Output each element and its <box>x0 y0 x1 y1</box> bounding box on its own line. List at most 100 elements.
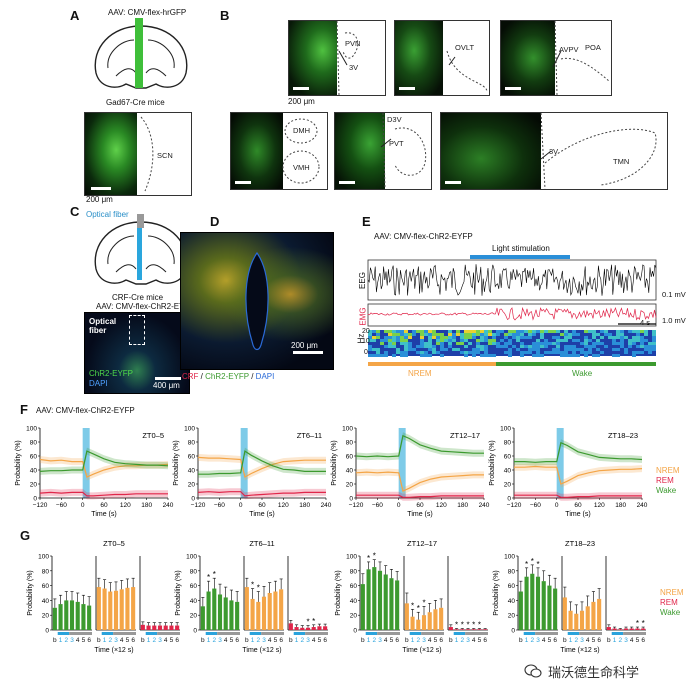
series-band-rem <box>40 488 168 500</box>
spectrogram-cell <box>596 339 600 342</box>
significance-star: * <box>312 617 315 626</box>
spectrogram-cell <box>452 333 456 336</box>
panel-label-b: B <box>220 8 230 23</box>
spectrogram-cell <box>652 339 656 342</box>
bar-rem <box>606 627 611 630</box>
spectrogram-cell <box>516 336 520 339</box>
spectrogram-cell <box>584 354 588 357</box>
x-tick-label: 3 <box>306 637 310 644</box>
spectrogram-cell <box>628 342 632 345</box>
y-tick-label: 60 <box>504 454 512 461</box>
spectrogram-cell <box>492 354 496 357</box>
x-tick-label: 60 <box>416 502 424 509</box>
bar-wake <box>383 574 388 630</box>
series-line-rem <box>39 491 168 497</box>
x-tick-label: 5 <box>592 637 596 644</box>
f-legend-wake: Wake <box>656 486 677 495</box>
panel-b-pvn-image: PVN 3V <box>288 20 386 96</box>
spectrogram-cell <box>420 351 424 354</box>
spectrogram-cell <box>468 330 472 333</box>
f-legend-rem: REM <box>656 476 674 485</box>
spectrogram-cell <box>408 336 412 339</box>
spectrogram-cell <box>476 348 480 351</box>
spectrogram-cell <box>520 333 524 336</box>
spectrogram-cell <box>648 345 652 348</box>
x-tick-label: 5 <box>318 637 322 644</box>
spectrogram-cell <box>388 339 392 342</box>
panel-c-brain-schematic <box>94 214 188 285</box>
spectrogram-cell <box>400 336 404 339</box>
x-tick-label: 4 <box>76 637 80 644</box>
panel-label-d: D <box>210 214 220 229</box>
spectrogram-cell <box>508 333 512 336</box>
bar-wake <box>69 600 75 630</box>
significance-star: * <box>257 584 260 593</box>
spectrogram-cell <box>592 330 596 333</box>
post-stim-bar <box>535 632 558 635</box>
series-band-wake <box>40 447 168 475</box>
spectrogram-cell <box>428 339 432 342</box>
spectrogram-cell <box>448 345 452 348</box>
spectrogram-cell <box>472 333 476 336</box>
bar-rem <box>294 627 299 630</box>
spectrogram-cell <box>424 333 428 336</box>
spectrogram-cell <box>484 330 488 333</box>
y-axis-label: Probability (%) <box>15 440 22 486</box>
spectrogram-cell <box>588 330 592 333</box>
y-tick-label: 80 <box>188 440 196 447</box>
series-band-nrem <box>356 468 484 495</box>
panel-a-brain-schematic <box>94 18 188 89</box>
x-tick-label: b <box>289 637 293 644</box>
spectrogram-cell <box>376 354 380 357</box>
region-label-vmh: VMH <box>293 163 310 172</box>
x-tick-label: 2 <box>530 637 534 644</box>
spectrogram-cell <box>460 333 464 336</box>
x-tick-label: 1 <box>103 637 107 644</box>
bar-wake <box>524 576 529 630</box>
x-tick-label: b <box>201 637 205 644</box>
spectrogram-cell <box>580 348 584 351</box>
spectrogram-cell <box>544 330 548 333</box>
x-tick-label: b <box>361 637 365 644</box>
post-stim-bar <box>261 632 284 635</box>
spectrogram-cell <box>404 330 408 333</box>
bar-nrem <box>410 616 415 630</box>
spectrogram-cell <box>568 345 572 348</box>
spectrogram-cell <box>620 333 624 336</box>
spectrogram-cell <box>384 339 388 342</box>
spectrogram-cell <box>436 339 440 342</box>
spectrogram-cell <box>436 336 440 339</box>
bar-wake <box>535 576 541 630</box>
x-tick-label: 5 <box>126 637 130 644</box>
spectrogram-cell <box>528 348 532 351</box>
hz-tick-bottom: 0 <box>364 349 368 356</box>
spectrogram-cell <box>460 339 464 342</box>
panel-label-c: C <box>70 204 80 219</box>
post-stim-bar <box>157 632 180 635</box>
spectrogram-cell <box>368 333 372 336</box>
spectrogram-cell <box>376 336 380 339</box>
spectrogram-cell <box>384 330 388 333</box>
spectrogram-cell <box>528 330 532 333</box>
spectrogram-cell <box>612 342 616 345</box>
spectrogram-cell <box>492 339 496 342</box>
spectrogram-cell <box>616 354 620 357</box>
panel-a-virus-label: AAV: CMV-flex-hrGFP <box>108 8 187 17</box>
bar-nrem <box>256 601 261 630</box>
spectrogram-cell <box>652 345 656 348</box>
x-tick-label: 6 <box>483 637 487 644</box>
panel-b-avpv-image: AVPV POA <box>500 20 612 96</box>
post-stim-bar <box>623 632 646 635</box>
spectrogram-cell <box>584 345 588 348</box>
x-tick-label: 1 <box>367 637 371 644</box>
panel-e-recording <box>367 259 657 366</box>
spectrogram-cell <box>440 339 444 342</box>
y-tick-label: 100 <box>342 426 353 433</box>
legend-dapi: DAPI <box>255 372 275 381</box>
bar-nrem <box>421 615 427 630</box>
significance-star: * <box>417 604 420 613</box>
spectrogram-cell <box>532 348 536 351</box>
y-tick-label: 0 <box>349 496 353 503</box>
y-tick-label: 40 <box>346 468 354 475</box>
spectrogram-cell <box>428 342 432 345</box>
